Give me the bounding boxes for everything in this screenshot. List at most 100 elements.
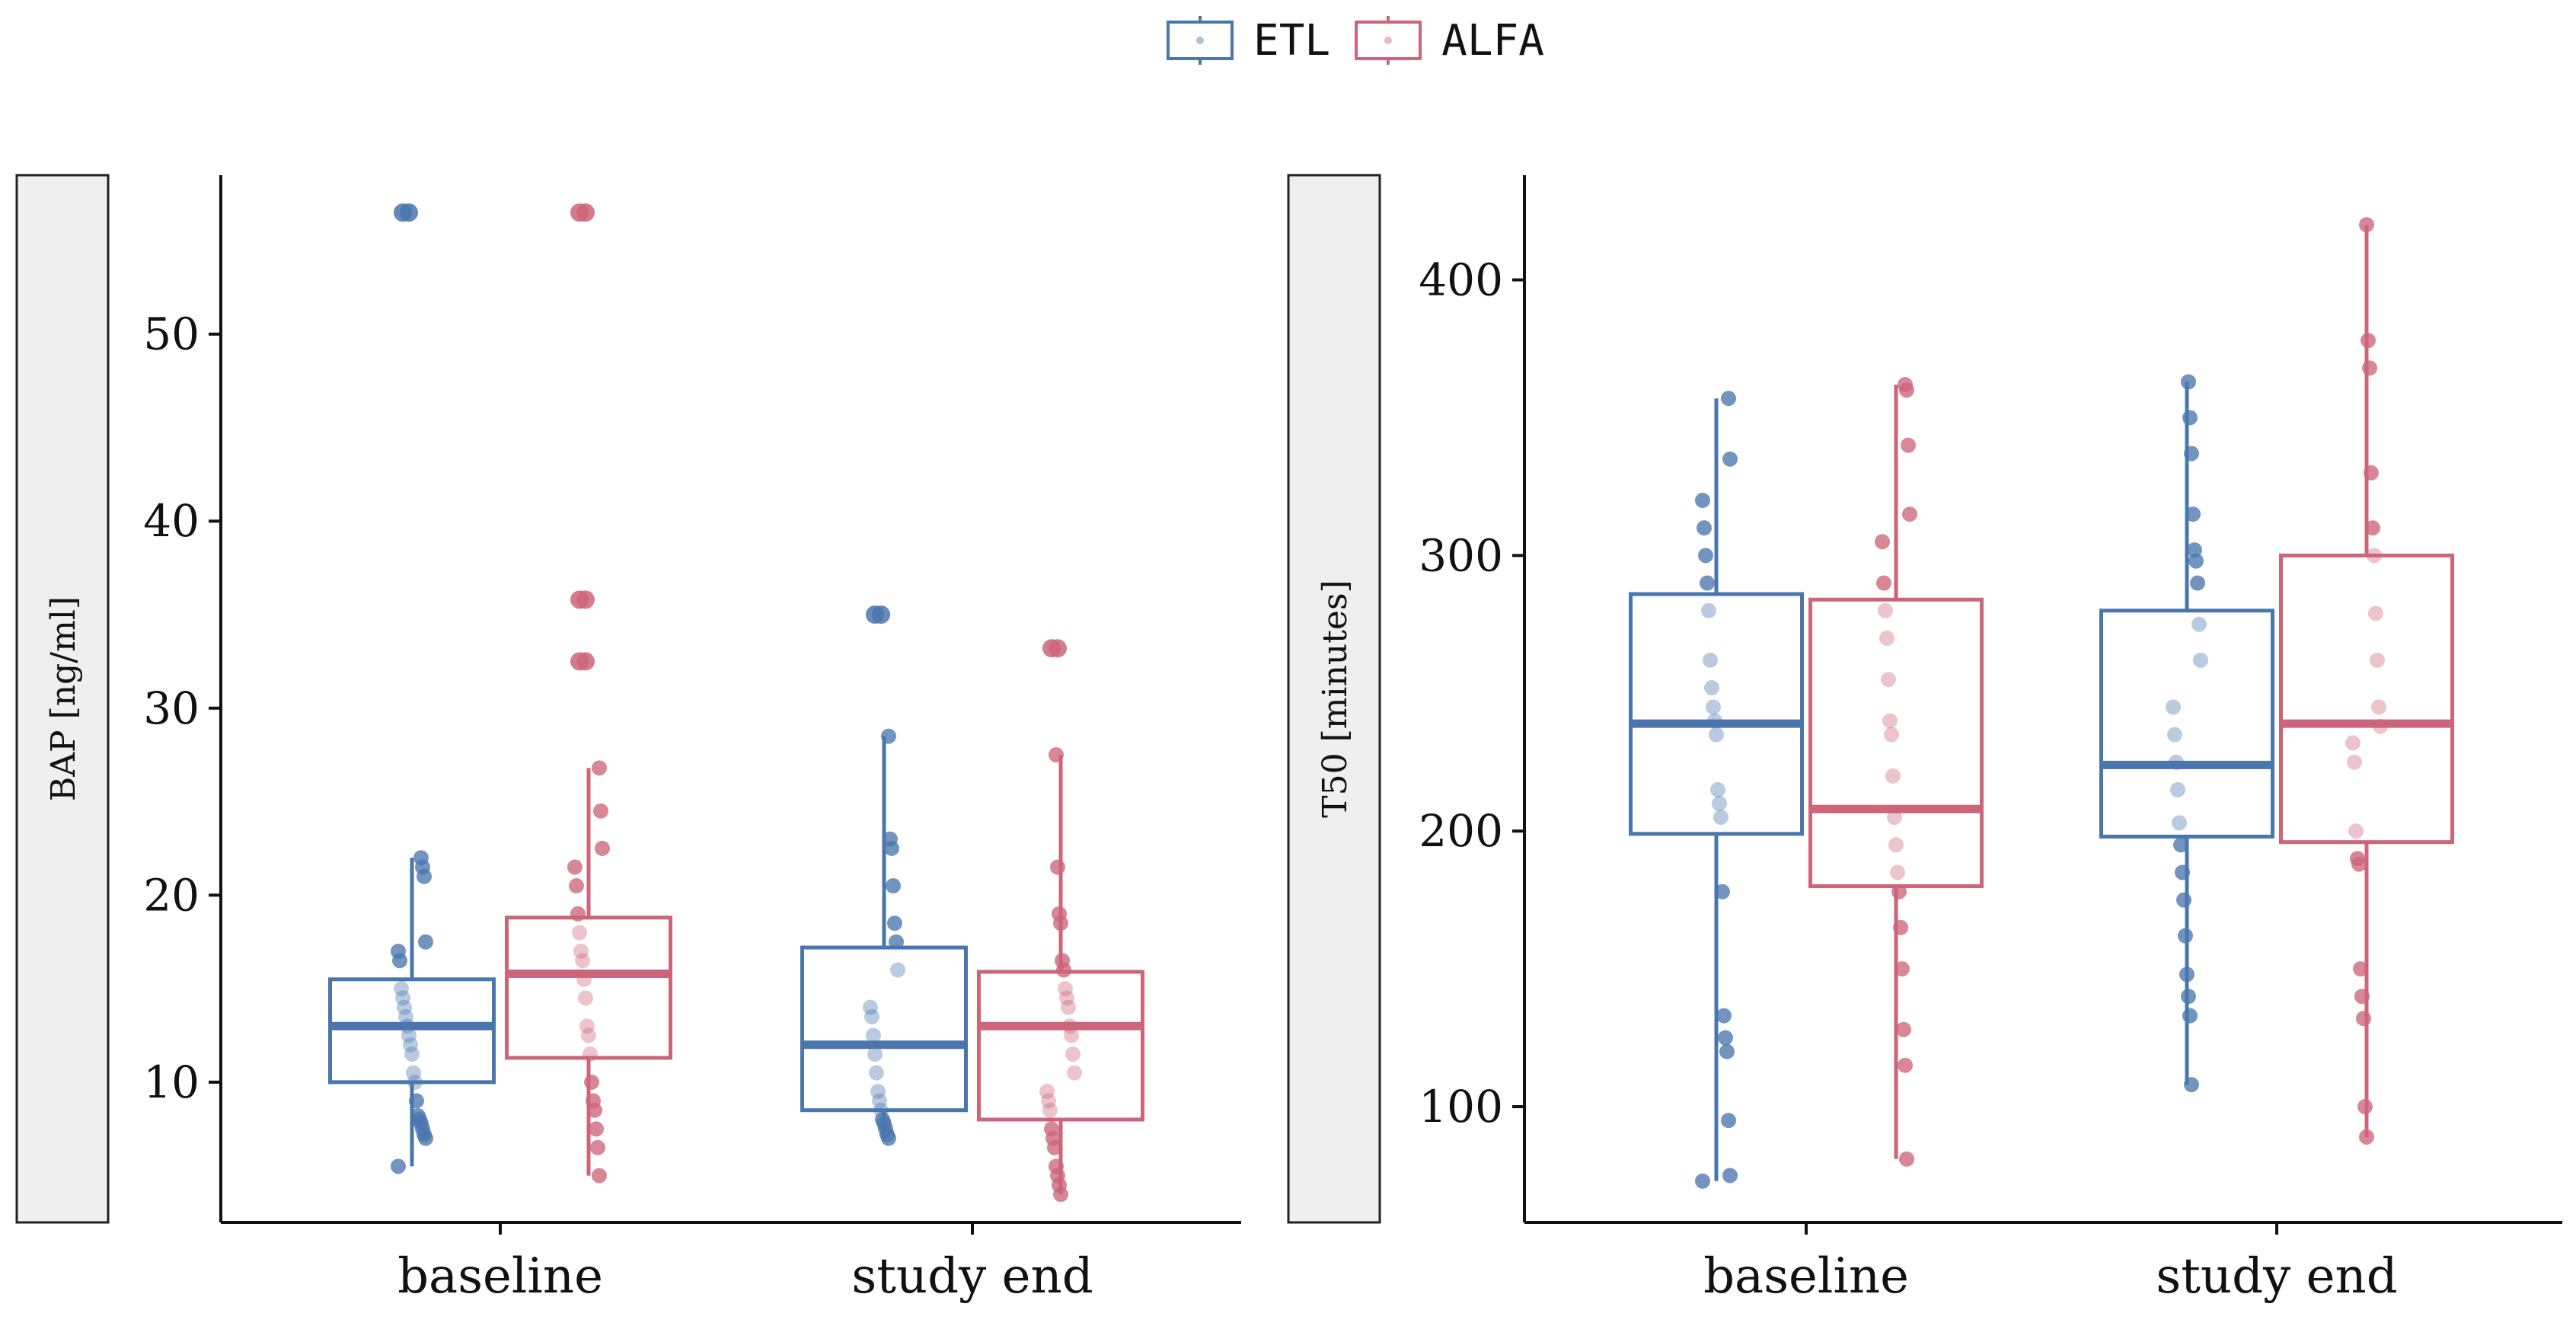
data-point (1898, 377, 1913, 392)
box-iqr (1629, 592, 1804, 836)
data-point (1898, 1057, 1913, 1073)
data-point (581, 1027, 596, 1043)
data-point (1882, 713, 1898, 729)
data-point (2364, 465, 2379, 481)
data-point (1884, 727, 1899, 743)
data-point (1042, 1102, 1058, 1118)
data-point (870, 1084, 886, 1100)
data-point (890, 962, 905, 978)
data-point (1061, 999, 1076, 1015)
legend-label-etl: ETL (1253, 15, 1331, 66)
data-point (1713, 810, 1729, 826)
data-point (1719, 1043, 1735, 1059)
data-point (2370, 652, 2385, 668)
outlier-point (576, 590, 595, 609)
data-point (398, 1008, 413, 1024)
data-point (881, 728, 896, 744)
box-iqr (800, 945, 968, 1113)
data-point (1888, 837, 1904, 853)
data-point (1706, 699, 1721, 715)
y-tick-label: 30 (143, 682, 200, 734)
data-point (1701, 602, 1716, 618)
data-point (1052, 906, 1067, 922)
box-etl-baseline (1629, 391, 1804, 1189)
outlier-point (872, 605, 890, 625)
data-point (889, 934, 904, 950)
data-point (1044, 1121, 1059, 1137)
box-etl-study-end (2099, 374, 2274, 1093)
data-point (1065, 1046, 1081, 1062)
x-tick-label: baseline (397, 1248, 603, 1305)
data-point (863, 999, 878, 1015)
panel-2: T50 [minutes] 100 200 300 400 baseline study e… (1287, 174, 2562, 1305)
data-point (872, 1093, 887, 1109)
data-point (1893, 919, 1908, 935)
data-point (2193, 652, 2208, 668)
data-point (2350, 851, 2365, 867)
data-point (401, 1027, 417, 1043)
y-tick-label: 10 (143, 1056, 200, 1108)
data-point (589, 1121, 604, 1137)
data-point (2361, 333, 2376, 349)
data-point (2347, 754, 2362, 770)
data-point (407, 1074, 423, 1090)
data-point (2182, 410, 2198, 426)
y-tick-label: 300 (1419, 529, 1503, 581)
data-point (1879, 630, 1894, 646)
legend: ETL ALFA (1165, 6, 1544, 75)
data-point (2179, 967, 2195, 983)
data-point (2178, 928, 2193, 944)
data-point (2356, 1011, 2371, 1027)
data-point (573, 943, 589, 959)
data-point (1695, 492, 1710, 508)
data-point (413, 850, 429, 866)
outlier-point (1049, 639, 1067, 658)
data-point (1041, 1093, 1056, 1109)
data-point (2184, 1077, 2199, 1093)
data-point (592, 760, 607, 776)
data-point (586, 1093, 601, 1109)
data-point (2371, 699, 2386, 715)
data-point (887, 915, 902, 931)
data-point (1890, 864, 1905, 880)
data-point (569, 878, 584, 894)
data-point (2166, 699, 2181, 715)
box-iqr (2099, 609, 2274, 839)
outlier-point (576, 203, 595, 222)
data-point (2348, 823, 2364, 839)
data-point (1881, 672, 1896, 688)
data-point (873, 1102, 889, 1118)
data-point (1715, 883, 1730, 899)
data-point (404, 1046, 420, 1062)
data-point (579, 1018, 595, 1034)
panel-1: BAP [ng/ml] 10 20 30 40 50 baseline study end (15, 174, 1241, 1305)
data-point (2345, 735, 2361, 751)
outlier-point (576, 652, 595, 671)
data-point (1876, 575, 1891, 591)
data-point (867, 1046, 883, 1062)
data-point (866, 1027, 881, 1043)
data-point (2362, 360, 2377, 376)
outlier-point (400, 203, 418, 222)
y-axis-label: BAP [ng/ml] (44, 596, 83, 801)
data-point (2181, 374, 2196, 390)
data-point (2187, 542, 2202, 558)
data-point (590, 1139, 605, 1155)
data-point (593, 803, 608, 819)
data-point (2368, 605, 2383, 621)
data-point (406, 1065, 421, 1081)
data-point (1718, 1030, 1733, 1046)
data-point (595, 840, 610, 856)
data-point (410, 1108, 426, 1124)
y-tick-label: 20 (143, 869, 200, 921)
box-iqr (328, 977, 496, 1085)
legend-key-alfa (1355, 16, 1422, 65)
data-point (403, 1037, 418, 1053)
data-point (1697, 520, 1712, 536)
data-point (1896, 1021, 1911, 1037)
box-etl-baseline (328, 203, 496, 1174)
x-tick-label: study end (851, 1248, 1093, 1305)
data-point (409, 1093, 424, 1109)
data-point (2357, 1099, 2373, 1115)
